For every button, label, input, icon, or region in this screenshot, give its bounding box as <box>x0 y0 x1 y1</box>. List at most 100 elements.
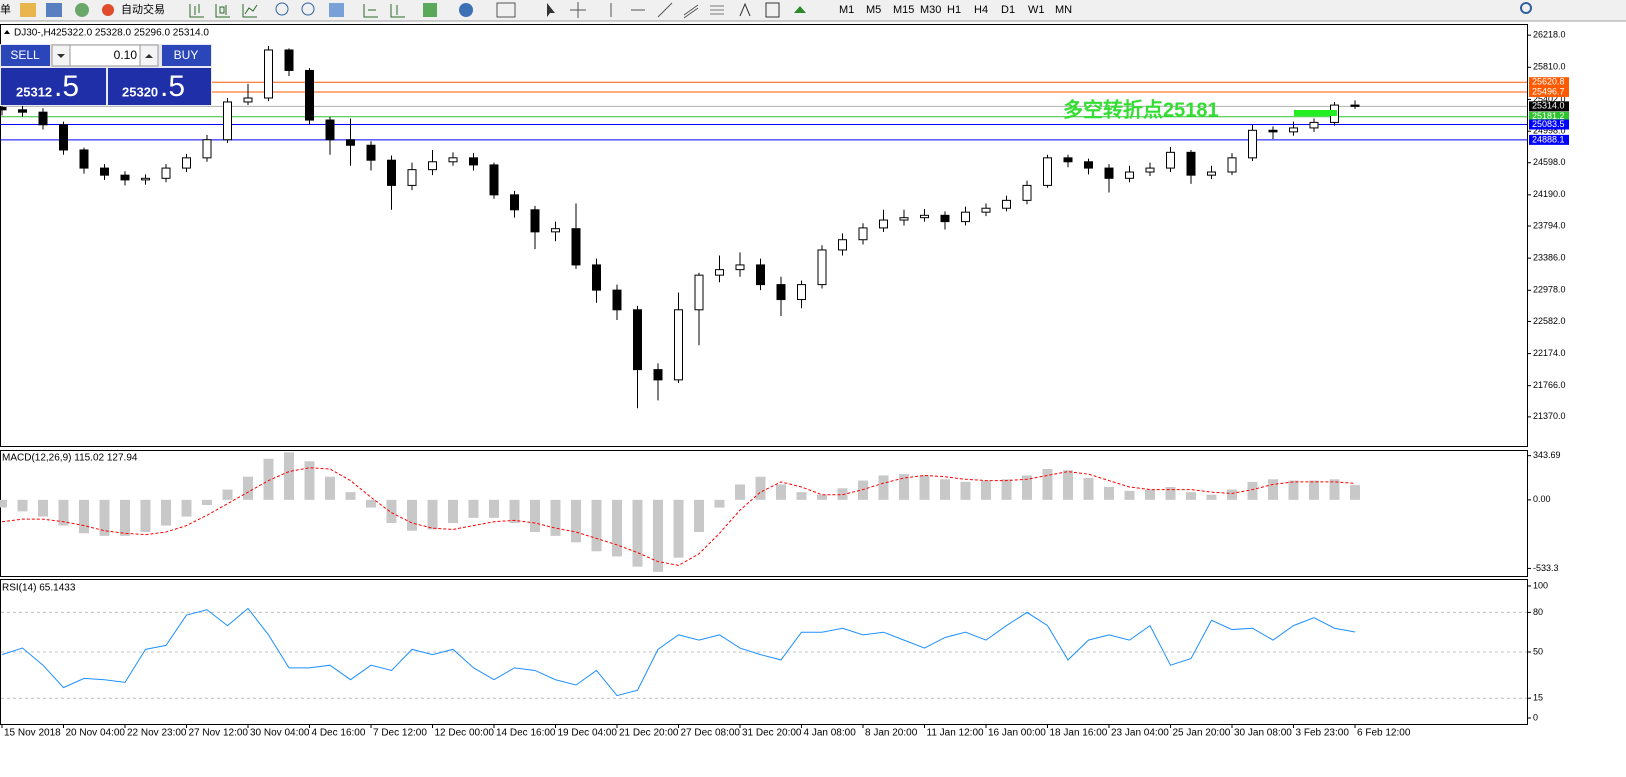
timeframe-button[interactable]: H1 <box>947 4 961 16</box>
y-tick-label: 25810.0 <box>1533 62 1566 72</box>
autotrade-button[interactable]: 自动交易 <box>121 2 165 16</box>
toolbar-icon[interactable] <box>390 4 405 18</box>
toolbar-icon[interactable] <box>363 4 378 18</box>
macd-bar <box>981 480 991 500</box>
candle-body <box>1248 129 1257 159</box>
toolbar-icon[interactable] <box>657 2 673 18</box>
ask-box[interactable] <box>108 68 211 105</box>
toolbar-icon[interactable] <box>459 3 473 17</box>
candle-body <box>1145 167 1155 173</box>
toolbar-icon[interactable] <box>46 3 62 17</box>
timeframe-button[interactable]: M1 <box>839 4 854 16</box>
timeframe-button[interactable]: D1 <box>1001 4 1015 16</box>
candle-body <box>100 167 109 176</box>
bid-main[interactable]: 25312 <box>16 84 52 99</box>
lot-up-icon[interactable] <box>145 54 153 58</box>
chart-menu-icon[interactable] <box>4 30 10 34</box>
level-label: 25620.8 <box>1532 77 1565 87</box>
timeframe-button[interactable]: H4 <box>974 4 988 16</box>
buy-button[interactable] <box>162 45 211 66</box>
y-tick-label: 23794.0 <box>1533 220 1566 230</box>
toolbar-icon[interactable] <box>547 3 555 17</box>
candle-body <box>428 161 437 171</box>
toolbar-icon[interactable] <box>496 2 516 18</box>
macd-bar <box>99 499 110 536</box>
timeframe-button[interactable]: M5 <box>866 4 881 16</box>
ask-main[interactable]: 25320 <box>122 84 158 99</box>
toolbar-icon[interactable] <box>739 2 751 17</box>
toolbar-icon[interactable] <box>570 2 586 18</box>
macd-bar <box>796 492 807 500</box>
macd-bar <box>1022 475 1032 500</box>
toolbar-icon[interactable] <box>765 2 780 18</box>
macd-bar <box>837 488 848 500</box>
timeframe-button[interactable]: W1 <box>1028 4 1045 16</box>
candle-body <box>1350 104 1360 107</box>
timeframe-button[interactable]: M15 <box>893 4 914 16</box>
toolbar-icon[interactable] <box>794 6 806 13</box>
macd-bar <box>243 476 253 500</box>
macd-bar <box>1350 485 1360 500</box>
toolbar-button[interactable]: 单 <box>0 3 11 16</box>
toolbar-icon[interactable] <box>215 4 230 18</box>
toolbar-icon[interactable] <box>710 5 724 15</box>
macd-bar <box>509 499 520 523</box>
toolbar-icon[interactable] <box>683 4 699 19</box>
macd-bar <box>612 499 622 557</box>
lot-down-icon[interactable] <box>57 54 65 58</box>
x-tick-label: 22 Nov 23:00 <box>127 728 187 739</box>
buy-label[interactable]: BUY <box>174 48 199 62</box>
toolbar-icon[interactable] <box>75 3 89 17</box>
bid-box[interactable] <box>1 68 106 105</box>
y-tick-label: 24998.0 <box>1533 126 1566 136</box>
y-tick-label: 50 <box>1533 646 1543 656</box>
macd-bar <box>1288 480 1299 500</box>
toolbar-icon[interactable] <box>423 3 437 17</box>
candle-body <box>981 207 991 213</box>
macd-bar <box>653 499 663 572</box>
y-tick-label: 21370.0 <box>1533 411 1566 421</box>
toolbar-icon[interactable] <box>102 4 114 16</box>
candle-body <box>1125 171 1134 179</box>
macd-bar <box>140 499 151 532</box>
macd-bar <box>940 479 950 500</box>
timeframe-button[interactable]: MN <box>1055 4 1072 16</box>
toolbar-icon[interactable] <box>189 4 204 18</box>
macd-bar <box>714 499 725 508</box>
macd-signal <box>1 467 1356 566</box>
ask-frac[interactable]: .5 <box>160 70 185 103</box>
candle-body <box>1166 151 1175 169</box>
candle-body <box>0 106 7 111</box>
y-tick-label: 26218.0 <box>1533 30 1566 40</box>
candle-body <box>161 167 171 179</box>
bid-frac[interactable]: .5 <box>54 70 79 103</box>
candle-body <box>1309 121 1319 129</box>
toolbar-icon[interactable] <box>242 4 258 18</box>
candle-body <box>1002 199 1011 209</box>
x-tick-label: 7 Dec 12:00 <box>373 728 427 739</box>
lot-value[interactable]: 0.10 <box>114 48 138 62</box>
toolbar-icon[interactable] <box>275 2 289 16</box>
sell-label[interactable]: SELL <box>10 48 40 62</box>
level-label-bg <box>1529 134 1569 145</box>
x-tick-label: 14 Dec 16:00 <box>496 728 556 739</box>
toolbar-icon[interactable] <box>20 3 36 17</box>
macd-bar <box>571 499 581 543</box>
level-label-bg <box>1529 101 1569 112</box>
x-tick-label: 18 Jan 16:00 <box>1050 728 1108 739</box>
candle-body <box>940 214 950 223</box>
macd-bar <box>735 484 745 500</box>
macd-bar <box>1206 494 1217 500</box>
level-label-bg <box>1529 119 1569 130</box>
sell-button[interactable] <box>1 45 50 66</box>
macd-bar <box>1042 469 1053 500</box>
macd-bar <box>366 499 376 508</box>
candle-body <box>182 157 191 169</box>
candle-body <box>715 269 724 276</box>
toolbar-icon[interactable] <box>329 3 344 17</box>
timeframe-button[interactable]: M30 <box>920 4 941 16</box>
macd-bar <box>530 499 540 532</box>
x-tick-label: 16 Jan 00:00 <box>988 728 1046 739</box>
search-icon[interactable] <box>1520 2 1532 14</box>
toolbar-icon[interactable] <box>301 2 315 16</box>
